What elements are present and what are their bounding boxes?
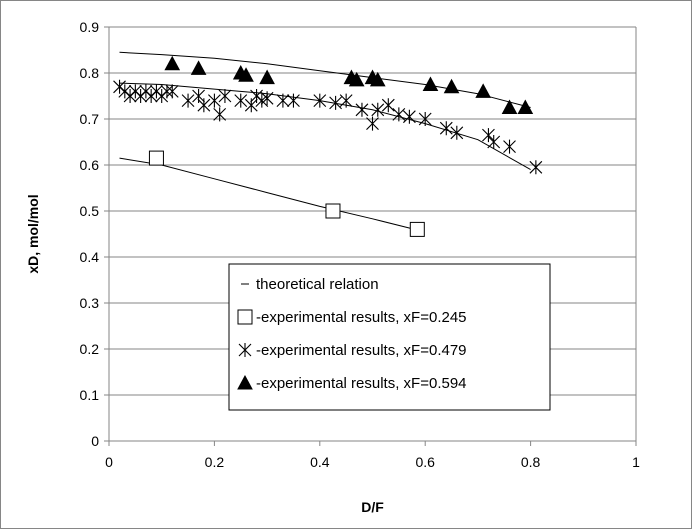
square-point xyxy=(325,203,341,219)
asterisk-point xyxy=(287,93,300,108)
square-point xyxy=(409,221,425,237)
asterisk-point xyxy=(313,93,327,108)
legend-label: -experimental results, xF=0.245 xyxy=(256,309,467,326)
y-tick-label: 0.4 xyxy=(80,249,100,265)
asterisk-point xyxy=(339,93,353,108)
x-tick-label: 1 xyxy=(632,454,640,470)
x-axis-title: D/F xyxy=(361,499,384,515)
legend: theoretical relation -experimental result… xyxy=(228,263,551,411)
triangle-point xyxy=(501,99,518,114)
asterisk-point xyxy=(260,91,274,106)
y-axis-title: xD, mol/mol xyxy=(25,194,41,273)
asterisk-point xyxy=(381,98,395,113)
tick-labels: 0 0.1 0.2 0.3 0.4 0.5 0.6 0.7 0.8 0.9 0 0.2 0.4 0.6 0.… xyxy=(80,19,641,470)
y-tick-label: 0.8 xyxy=(80,65,100,81)
legend-asterisk-marker xyxy=(238,343,252,357)
asterisk-point xyxy=(181,93,195,108)
asterisk-point xyxy=(487,135,501,149)
asterisk-point xyxy=(234,93,248,108)
asterisk-point xyxy=(503,139,516,154)
y-tick-label: 0.7 xyxy=(80,111,100,127)
x-tick-label: 0.2 xyxy=(205,454,225,470)
triangle-point xyxy=(443,78,460,94)
asterisk-point xyxy=(392,107,406,122)
asterisk-point xyxy=(276,93,290,108)
legend-label: -experimental results, xF=0.594 xyxy=(256,375,467,392)
x-tick-label: 0.4 xyxy=(310,454,330,470)
y-tick-label: 0 xyxy=(91,433,99,449)
asterisk-point xyxy=(197,98,211,113)
legend-box xyxy=(228,263,551,411)
y-tick-label: 0.1 xyxy=(80,387,100,403)
axes xyxy=(104,26,637,446)
triangle-point xyxy=(422,76,439,91)
asterisk-point xyxy=(366,116,379,131)
x-tick-label: 0 xyxy=(105,454,113,470)
x-tick-label: 0.6 xyxy=(415,454,435,470)
legend-label: -experimental results, xF=0.479 xyxy=(256,342,467,359)
y-tick-label: 0.3 xyxy=(80,295,100,311)
theoretical-line xyxy=(119,51,531,108)
asterisk-point xyxy=(403,109,416,124)
triangle-point xyxy=(475,83,492,98)
asterisk-point xyxy=(529,160,543,175)
triangle-point xyxy=(190,60,207,75)
legend-square-marker xyxy=(237,309,253,325)
asterisk-point xyxy=(371,102,385,117)
triangle-point xyxy=(517,99,534,114)
asterisk-point xyxy=(450,125,464,140)
triangle-point xyxy=(348,71,365,87)
triangle-point xyxy=(238,67,254,82)
legend-label: theoretical relation xyxy=(256,276,379,293)
y-tick-label: 0.5 xyxy=(80,203,100,219)
data-points xyxy=(113,55,543,237)
asterisk-point xyxy=(218,89,232,103)
y-tick-label: 0.6 xyxy=(80,157,100,173)
asterisk-point xyxy=(208,93,221,108)
x-tick-label: 0.8 xyxy=(521,454,541,470)
square-point xyxy=(148,150,164,166)
asterisk-point xyxy=(439,121,453,136)
asterisk-point xyxy=(355,102,369,117)
triangle-point xyxy=(369,71,386,87)
y-tick-label: 0.9 xyxy=(80,19,100,35)
asterisk-point xyxy=(418,112,432,126)
triangle-point xyxy=(259,69,275,85)
legend-triangle-marker xyxy=(237,374,253,390)
asterisk-point xyxy=(213,107,227,122)
triangle-point xyxy=(164,55,181,71)
asterisk-point xyxy=(482,128,495,143)
y-tick-label: 0.2 xyxy=(80,341,100,357)
asterisk-point xyxy=(329,95,342,110)
asterisk-point xyxy=(165,84,179,99)
